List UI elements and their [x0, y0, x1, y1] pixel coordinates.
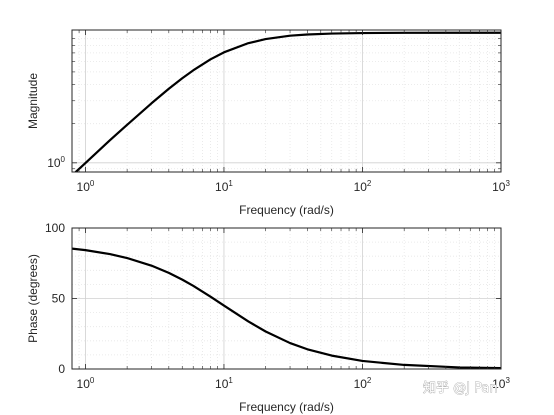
tick-label-exponent: 1	[228, 179, 233, 188]
x-tick-label: 103	[492, 376, 510, 391]
tick-label-base: 10	[77, 180, 91, 194]
tick-label-base: 10	[215, 377, 229, 391]
tick-label-base: 10	[354, 377, 368, 391]
x-tick-label: 100	[77, 179, 95, 194]
x-tick-label: 103	[492, 179, 510, 194]
tick-label-base: 10	[77, 377, 91, 391]
y-axis-label: Magnitude	[26, 73, 40, 129]
x-tick-label: 102	[354, 376, 372, 391]
x-axis-label: Frequency (rad/s)	[239, 400, 334, 414]
tick-label-exponent: 2	[367, 179, 372, 188]
y-tick-label: 100	[45, 221, 65, 235]
tick-label-exponent: 1	[228, 376, 233, 385]
tick-label-exponent: 0	[90, 179, 95, 188]
tick-label-exponent: 3	[505, 179, 510, 188]
tick-label-base: 10	[492, 180, 506, 194]
watermark-text: 知乎 @J Pan	[423, 380, 498, 396]
x-axis-label: Frequency (rad/s)	[239, 203, 334, 217]
tick-label-exponent: 0	[90, 376, 95, 385]
x-tick-label: 101	[215, 376, 233, 391]
plot-area	[72, 30, 501, 172]
tick-label-base: 10	[354, 180, 368, 194]
x-tick-label: 100	[77, 376, 95, 391]
tick-label-base: 10	[215, 180, 229, 194]
x-tick-label: 101	[215, 179, 233, 194]
series-line-0	[72, 247, 501, 369]
tick-label-base: 10	[492, 377, 506, 391]
y-axis-label: Phase (degrees)	[26, 254, 40, 343]
tick-label-exponent: 2	[367, 376, 372, 385]
y-tick-label: 50	[52, 292, 66, 306]
tick-label-exponent: 3	[505, 376, 510, 385]
y-tick-label: 0	[58, 362, 65, 376]
y-tick-label: 100	[47, 155, 65, 170]
tick-label-exponent: 0	[61, 155, 66, 164]
tick-label-base: 10	[47, 156, 61, 170]
x-tick-label: 102	[354, 179, 372, 194]
